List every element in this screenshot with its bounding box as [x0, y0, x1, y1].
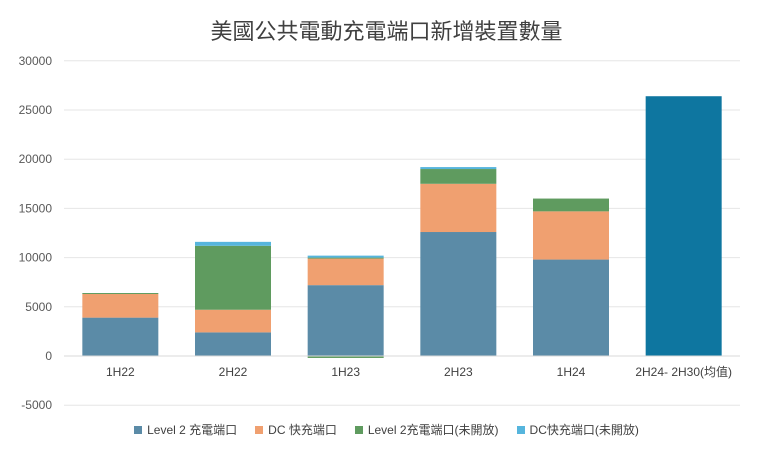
- bar-segment: [307, 255, 384, 258]
- y-tick-label: 15000: [19, 201, 53, 215]
- bar-segment: [533, 211, 609, 260]
- legend-item: DC 快充端口: [255, 421, 337, 438]
- legend-label: DC 快充端口: [268, 423, 337, 437]
- x-tick-label: 2H24- 2H30(均值): [635, 364, 732, 379]
- y-tick-label: 25000: [19, 103, 53, 117]
- y-tick-label: 5000: [25, 300, 52, 314]
- bar-segment: [420, 232, 497, 356]
- bar-projection: [645, 96, 722, 356]
- x-tick-label: 1H24: [557, 365, 586, 379]
- bar-segment: [420, 169, 497, 184]
- bar-negative-segment: [307, 356, 384, 358]
- x-tick-label: 2H22: [219, 365, 248, 379]
- bar-segment: [82, 294, 159, 318]
- legend-swatch: [516, 425, 525, 434]
- bar-segment: [307, 258, 384, 286]
- y-tick-label: 30000: [19, 54, 53, 68]
- legend-item: Level 2 充電端口: [134, 421, 237, 438]
- legend-item: Level 2充電端口(未開放): [354, 421, 499, 438]
- bar-segment: [533, 198, 609, 212]
- bar-segment: [195, 241, 271, 246]
- y-tick-label: 0: [45, 349, 52, 363]
- x-tick-label: 1H23: [331, 365, 360, 379]
- bar-segment: [533, 259, 609, 356]
- y-tick-label: -5000: [21, 398, 52, 412]
- y-tick-label: 20000: [19, 152, 53, 166]
- x-tick-label: 1H22: [106, 365, 135, 379]
- bar-segment: [420, 167, 497, 170]
- chart-legend: Level 2 充電端口 DC 快充端口 Level 2充電端口(未開放) DC快充端…: [0, 421, 773, 438]
- legend-swatch: [134, 425, 143, 434]
- bar-segment: [420, 183, 497, 233]
- legend-swatch: [255, 425, 264, 434]
- legend-label: Level 2充電端口(未開放): [367, 423, 499, 437]
- bar-segment: [195, 332, 271, 356]
- chart-title: 美國公共電動充電端口新增裝置數量: [210, 20, 563, 45]
- x-tick-label: 2H23: [444, 365, 473, 379]
- bar-segment: [195, 309, 271, 333]
- legend-swatch: [354, 425, 363, 434]
- y-tick-label: 10000: [19, 251, 53, 265]
- bar-segment: [307, 285, 384, 356]
- bar-segment: [195, 245, 271, 310]
- legend-label: Level 2 充電端口: [147, 423, 238, 437]
- legend-label: DC快充端口(未開放): [529, 423, 639, 437]
- legend-item: DC快充端口(未開放): [516, 421, 639, 438]
- bar-segment: [307, 257, 384, 259]
- bar-segment: [82, 317, 159, 356]
- bar-segment: [82, 293, 159, 295]
